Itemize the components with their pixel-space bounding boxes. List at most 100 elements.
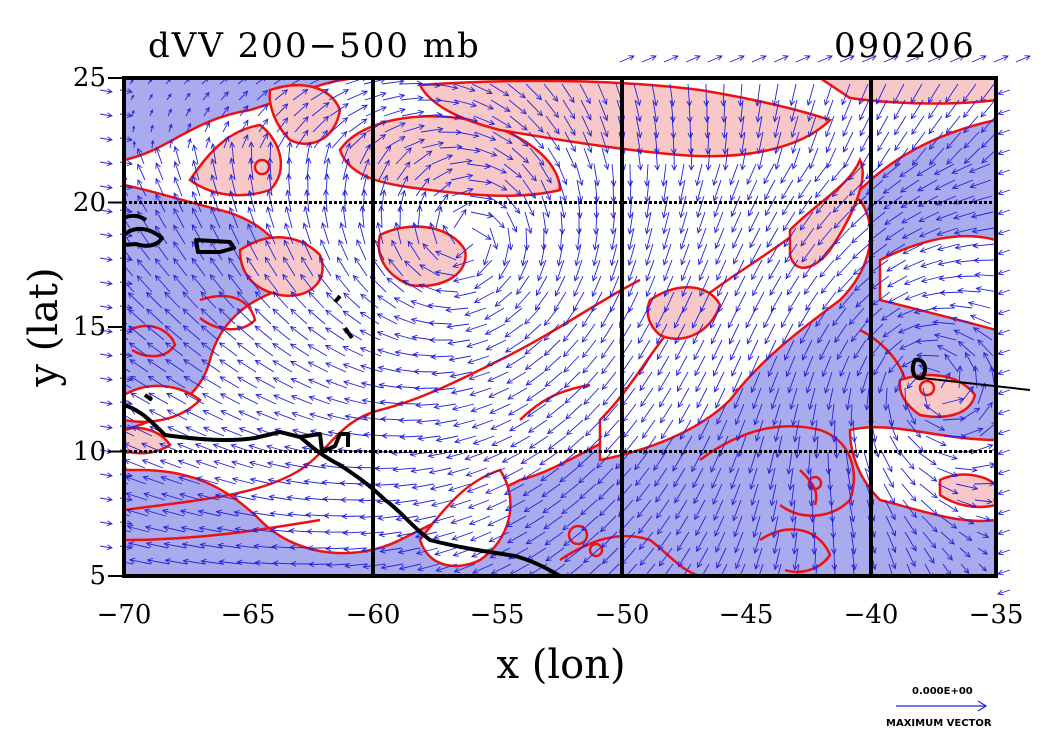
wind-arrow <box>304 480 327 485</box>
wind-arrowhead <box>582 382 589 390</box>
wind-arrowhead <box>664 306 670 313</box>
wind-arrow <box>563 307 577 327</box>
wind-arrow <box>898 323 920 334</box>
wind-arrow <box>233 494 256 501</box>
wind-arrowhead <box>755 579 760 585</box>
wind-arrowhead <box>128 557 136 564</box>
wind-arrowhead <box>662 243 668 251</box>
wind-arrowhead <box>717 434 723 442</box>
wind-arrowhead <box>825 146 832 154</box>
wind-arrowhead <box>687 148 694 156</box>
wind-arrow <box>655 483 669 503</box>
wind-arrow <box>920 259 943 268</box>
wind-arrowhead <box>492 243 499 250</box>
wind-arrow <box>830 403 835 426</box>
wind-arrowhead <box>343 397 351 403</box>
wind-arrow <box>917 179 938 192</box>
wind-arrow <box>628 243 636 266</box>
wind-arrow <box>695 515 707 536</box>
wind-arrow <box>267 462 290 469</box>
wind-arrowhead <box>404 161 411 168</box>
wind-arrowhead <box>435 436 443 443</box>
wind-arrowhead <box>407 240 414 248</box>
wind-arrow <box>809 147 819 169</box>
wind-arrowhead <box>267 141 274 148</box>
wind-arrowhead <box>516 288 522 296</box>
wind-arrow <box>945 99 960 118</box>
wind-arrowhead <box>399 434 406 440</box>
wind-arrowhead <box>786 288 793 296</box>
wind-arrow <box>529 435 549 449</box>
wind-arrowhead <box>199 542 206 549</box>
wind-arrowhead <box>411 484 418 490</box>
wind-arrow <box>680 435 693 456</box>
wind-arrowhead <box>714 226 720 234</box>
wind-arrowhead <box>543 334 550 342</box>
wind-arrowhead <box>770 305 777 313</box>
wind-arrow <box>680 195 687 218</box>
wind-arrowhead <box>931 509 938 516</box>
wind-arrow <box>374 239 385 261</box>
wind-arrow <box>692 323 704 344</box>
wind-arrowhead <box>233 510 240 516</box>
wind-arrowhead <box>182 308 189 315</box>
wind-arrow <box>887 275 908 288</box>
wind-arrow <box>573 291 585 312</box>
wind-arrowhead <box>173 257 179 265</box>
wind-arrowhead <box>183 392 191 399</box>
wind-arrow <box>578 467 596 484</box>
wind-arrow <box>394 297 415 309</box>
wind-arrowhead <box>410 317 418 324</box>
wind-arrow <box>937 243 960 251</box>
wind-arrowhead <box>639 559 646 566</box>
wind-arrowhead <box>749 370 755 378</box>
wind-arrowhead <box>195 459 202 466</box>
wind-arrowhead <box>302 129 309 136</box>
wind-arrowhead <box>507 154 514 161</box>
wind-arrow <box>715 387 726 409</box>
wind-arrowhead <box>262 118 269 125</box>
wind-arrow <box>288 513 311 517</box>
wind-arrow <box>959 547 971 558</box>
wind-arrowhead <box>821 370 828 378</box>
wind-arrowhead <box>832 206 839 214</box>
wind-arrowhead <box>242 105 249 112</box>
wind-arrowhead <box>730 354 736 361</box>
wind-arrow <box>204 122 210 133</box>
wind-arrow <box>431 154 453 165</box>
wind-arrowhead <box>592 259 598 267</box>
wind-arrow <box>380 206 383 229</box>
wind-arrow <box>592 259 601 281</box>
wind-arrowhead <box>674 497 680 504</box>
wind-arrow <box>541 195 550 218</box>
wind-arrow <box>394 483 417 487</box>
wind-arrowhead <box>430 501 438 508</box>
wind-arrow <box>386 277 405 293</box>
wind-arrow <box>201 325 219 341</box>
wind-arrowhead <box>831 175 838 182</box>
wind-arrowhead <box>939 289 946 296</box>
wind-arrowhead <box>524 318 531 325</box>
wind-arrowhead <box>483 472 491 478</box>
wind-arrow <box>447 323 470 328</box>
wind-arrowhead <box>949 302 956 309</box>
wind-arrowhead <box>391 239 397 247</box>
wind-arrowhead <box>202 409 209 416</box>
wind-arrow <box>845 451 850 474</box>
wind-arrowhead <box>601 368 608 375</box>
wind-arrow <box>343 363 365 373</box>
wind-arrow <box>472 419 494 429</box>
wind-arrowhead <box>897 328 905 334</box>
wind-arrow <box>925 435 946 447</box>
wind-arrowhead <box>126 352 133 359</box>
wind-arrow <box>413 499 436 505</box>
wind-arrowhead <box>343 173 350 180</box>
wind-arrow <box>400 97 423 101</box>
wind-arrow <box>199 527 222 533</box>
wind-arrow <box>916 339 939 343</box>
wind-arrowhead <box>911 159 918 166</box>
wind-arrow <box>341 143 351 165</box>
wind-arrow <box>750 243 762 264</box>
wind-arrowhead <box>627 212 634 219</box>
wind-arrow <box>790 483 795 506</box>
